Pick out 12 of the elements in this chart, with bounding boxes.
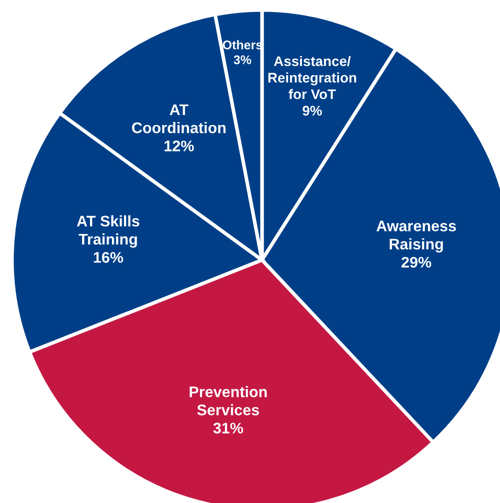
slice-label: Prevention Services bbox=[190, 386, 267, 416]
slice-label: Others bbox=[222, 40, 262, 50]
data-label: 12% bbox=[164, 140, 194, 152]
data-label: 29% bbox=[402, 256, 432, 268]
slice-label: Assistance/ Reintegration for VoT bbox=[268, 56, 356, 100]
slice-label: AT Skills Training bbox=[76, 215, 140, 248]
slice-label: Awareness Raising bbox=[376, 220, 456, 253]
data-label: 16% bbox=[94, 252, 124, 263]
slice-label: AT Coordination bbox=[132, 104, 226, 134]
data-label: 3% bbox=[234, 55, 252, 64]
data-label: 9% bbox=[302, 106, 322, 116]
data-label: 31% bbox=[213, 422, 244, 434]
